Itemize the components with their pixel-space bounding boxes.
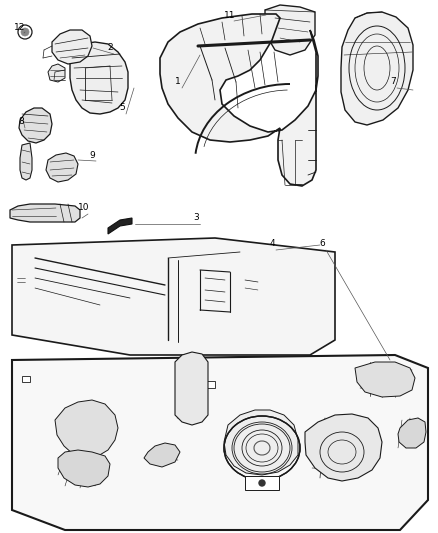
Polygon shape (175, 352, 208, 425)
Circle shape (259, 480, 265, 486)
Text: 7: 7 (390, 77, 396, 86)
Bar (15, 274, 27, 282)
Text: 10: 10 (78, 204, 90, 213)
Text: 3: 3 (193, 214, 199, 222)
Polygon shape (52, 30, 92, 64)
Polygon shape (265, 5, 315, 55)
Circle shape (21, 28, 29, 36)
Bar (22, 376, 30, 382)
Polygon shape (48, 64, 65, 82)
Polygon shape (398, 418, 426, 448)
Polygon shape (12, 355, 428, 530)
Polygon shape (355, 362, 415, 397)
Polygon shape (224, 410, 298, 475)
Polygon shape (12, 238, 335, 355)
Text: 12: 12 (14, 22, 26, 31)
Polygon shape (65, 42, 128, 114)
Polygon shape (160, 14, 318, 186)
Polygon shape (20, 143, 32, 180)
Bar (205, 381, 215, 388)
Polygon shape (10, 204, 80, 222)
Polygon shape (58, 450, 110, 487)
Text: 4: 4 (269, 239, 275, 248)
Text: 1: 1 (175, 77, 181, 86)
Text: 11: 11 (224, 11, 236, 20)
Bar (245, 476, 279, 490)
Text: 2: 2 (107, 44, 113, 52)
Text: 6: 6 (319, 239, 325, 248)
Text: 5: 5 (119, 103, 125, 112)
Polygon shape (108, 218, 132, 234)
Polygon shape (19, 108, 52, 143)
Polygon shape (305, 414, 382, 481)
Text: 8: 8 (18, 117, 24, 126)
Polygon shape (55, 400, 118, 458)
Polygon shape (144, 443, 180, 467)
Polygon shape (46, 153, 78, 182)
Text: 9: 9 (89, 150, 95, 159)
Polygon shape (341, 12, 413, 125)
